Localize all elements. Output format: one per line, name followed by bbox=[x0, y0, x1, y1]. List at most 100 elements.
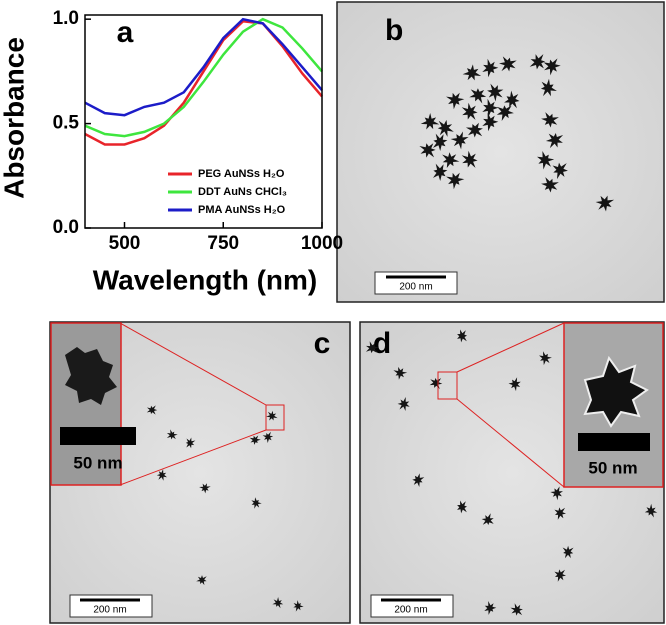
particle bbox=[465, 122, 483, 138]
y-tick-label: 1.0 bbox=[53, 8, 79, 29]
particle bbox=[457, 500, 467, 514]
particle bbox=[482, 58, 499, 78]
particle bbox=[487, 83, 504, 102]
particle bbox=[146, 405, 158, 415]
particle bbox=[499, 56, 517, 72]
particle bbox=[529, 54, 546, 70]
zoom-box bbox=[437, 371, 458, 400]
particle bbox=[550, 486, 563, 501]
particle bbox=[185, 437, 196, 449]
particle bbox=[156, 469, 167, 481]
series-line bbox=[84, 19, 323, 146]
particle bbox=[482, 98, 499, 118]
scale-text: 50 nm bbox=[73, 453, 122, 472]
inset-image bbox=[50, 322, 122, 486]
particle bbox=[442, 152, 460, 168]
zoom-line bbox=[119, 322, 267, 406]
scale-text: 200 nm bbox=[93, 605, 126, 616]
particle bbox=[457, 329, 467, 343]
particle bbox=[446, 92, 465, 110]
particle bbox=[484, 601, 497, 615]
particle bbox=[543, 58, 561, 76]
particle bbox=[541, 112, 559, 128]
panel-label: d bbox=[373, 327, 391, 360]
x-tick-label: 500 bbox=[109, 233, 141, 254]
particle bbox=[510, 603, 523, 616]
particle bbox=[366, 341, 379, 354]
tem-panel-b bbox=[336, 1, 665, 303]
x-axis-label: Wavelength (nm) bbox=[93, 264, 318, 295]
particle bbox=[199, 483, 211, 494]
particle bbox=[469, 88, 487, 104]
scale-bar bbox=[578, 433, 650, 451]
inset-c: 50 nm bbox=[50, 322, 285, 486]
y-tick-label: 0.5 bbox=[53, 113, 80, 134]
scale-text: 200 nm bbox=[399, 282, 432, 293]
zoom-line bbox=[456, 398, 565, 488]
legend-label: DDT AuNs CHCl₃ bbox=[198, 186, 287, 198]
particle bbox=[562, 545, 574, 559]
particle bbox=[293, 600, 304, 612]
particle bbox=[541, 177, 559, 193]
particle bbox=[249, 435, 261, 445]
particle bbox=[272, 597, 284, 609]
series-line bbox=[84, 17, 323, 117]
particle bbox=[554, 569, 566, 582]
particle bbox=[166, 429, 178, 440]
particle bbox=[504, 90, 520, 109]
particle bbox=[554, 507, 566, 520]
scale-text: 50 nm bbox=[588, 458, 637, 477]
legend-label: PMA AuNSs H₂O bbox=[198, 204, 286, 216]
x-tick-label: 1000 bbox=[301, 233, 343, 254]
x-tick-label: 750 bbox=[207, 233, 239, 254]
particle bbox=[545, 133, 564, 149]
particle bbox=[540, 78, 557, 97]
zoom-box bbox=[265, 404, 285, 431]
particle bbox=[552, 162, 568, 180]
zoom-line bbox=[456, 322, 565, 373]
inset-d: 50 nm bbox=[437, 322, 664, 488]
particle bbox=[481, 513, 494, 525]
legend-label: PEG AuNSs H₂O bbox=[198, 168, 285, 180]
particle bbox=[393, 366, 408, 380]
particle bbox=[482, 112, 499, 132]
particle bbox=[644, 503, 658, 518]
particle bbox=[397, 397, 410, 411]
particle bbox=[462, 64, 482, 81]
particles bbox=[146, 54, 658, 616]
particle bbox=[446, 172, 465, 190]
particle bbox=[595, 195, 615, 212]
scale-text: 200 nm bbox=[394, 605, 427, 616]
particle bbox=[419, 143, 436, 158]
plot-frame bbox=[84, 14, 323, 229]
particle bbox=[537, 151, 555, 170]
particle bbox=[496, 105, 514, 121]
inset-particle bbox=[583, 355, 649, 428]
inset-particle bbox=[65, 347, 117, 405]
particle bbox=[251, 497, 262, 509]
particle bbox=[508, 377, 521, 392]
panel-label: c bbox=[314, 327, 331, 360]
particle bbox=[461, 102, 478, 120]
zoom-line bbox=[119, 429, 267, 486]
particle bbox=[420, 113, 440, 130]
scale-bar bbox=[60, 427, 136, 445]
particle bbox=[412, 473, 425, 487]
particle bbox=[433, 163, 448, 181]
particle bbox=[461, 150, 478, 168]
y-tick-label: 0.0 bbox=[53, 217, 79, 238]
particle bbox=[196, 575, 207, 586]
panel-label: b bbox=[385, 14, 403, 47]
particle bbox=[433, 133, 448, 151]
particle bbox=[262, 431, 274, 443]
panel-label: a bbox=[117, 16, 134, 49]
particle bbox=[450, 131, 469, 150]
particle bbox=[429, 378, 443, 390]
particle bbox=[266, 410, 278, 421]
y-axis-label: Absorbance bbox=[0, 37, 29, 199]
particle bbox=[539, 351, 552, 366]
particle bbox=[437, 119, 454, 137]
series-line bbox=[84, 17, 323, 138]
